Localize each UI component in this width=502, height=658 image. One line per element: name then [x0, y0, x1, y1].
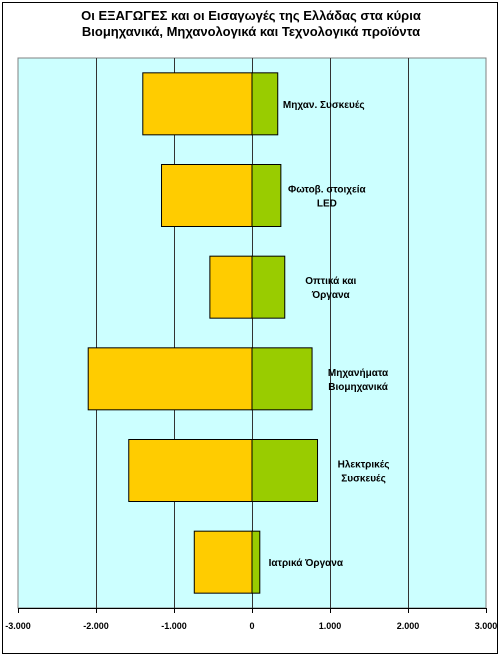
- bar-series1-5: [193, 530, 253, 594]
- category-label-3: Μηχανήματα Βιομηχανικά: [328, 368, 389, 393]
- bar-series2-5: [251, 530, 261, 594]
- chart-title-line-1: Οι ΕΞΑΓΩΓΕΣ και οι Εισαγωγές της Ελλάδας…: [81, 8, 421, 23]
- bar-series2-3: [251, 347, 313, 411]
- bar-series1-3: [87, 347, 253, 411]
- category-label-line: Μηχαν. Συσκευές: [283, 100, 365, 111]
- category-label-line: LED: [317, 199, 337, 210]
- category-label-line: Φωτοβ. στοιχεία: [288, 185, 367, 196]
- category-label-line: Μηχανήματα: [328, 368, 389, 379]
- bar-series1-1: [161, 164, 253, 227]
- bar-series1-4: [128, 439, 253, 502]
- x-tick-label-2: -1.000: [161, 621, 187, 631]
- category-label-4: Ηλεκτρικές Συσκευές: [338, 460, 390, 485]
- category-label-line: Συσκευές: [341, 474, 386, 485]
- category-label-line: Όργανα: [311, 290, 351, 301]
- chart-title-line-2: Βιομηχανικά, Μηχανολογικά και Τεχνολογικ…: [81, 24, 421, 39]
- category-label-line: Βιομηχανικά: [328, 382, 388, 393]
- category-label-line: Ηλεκτρικές: [338, 460, 390, 471]
- bar-series2-1: [251, 164, 282, 227]
- bar-series2-2: [251, 255, 286, 319]
- category-label-0: Μηχαν. Συσκευές: [283, 100, 365, 111]
- x-tick-label-6: 3.000: [475, 621, 498, 631]
- bar-series2-4: [251, 439, 319, 502]
- x-tick-label-4: 1.000: [319, 621, 342, 631]
- category-label-5: Ιατρικά Όργανα: [269, 558, 344, 569]
- x-tick-label-5: 2.000: [397, 621, 420, 631]
- x-tick-label-0: -3.000: [5, 621, 31, 631]
- x-tick-label-1: -2.000: [83, 621, 109, 631]
- category-label-line: Ιατρικά Όργανα: [269, 558, 344, 569]
- category-label-1: Φωτοβ. στοιχεία LED: [288, 185, 367, 210]
- bar-series1-2: [209, 255, 253, 319]
- category-label-line: Οπτικά και: [305, 276, 356, 287]
- x-tick-label-3: 0: [249, 621, 254, 631]
- bar-series2-0: [251, 72, 279, 136]
- chart-title: Οι ΕΞΑΓΩΓΕΣ και οι Εισαγωγές της Ελλάδας…: [0, 8, 502, 40]
- bar-series1-0: [142, 72, 253, 136]
- category-label-2: Οπτικά και Όργανα: [305, 276, 356, 301]
